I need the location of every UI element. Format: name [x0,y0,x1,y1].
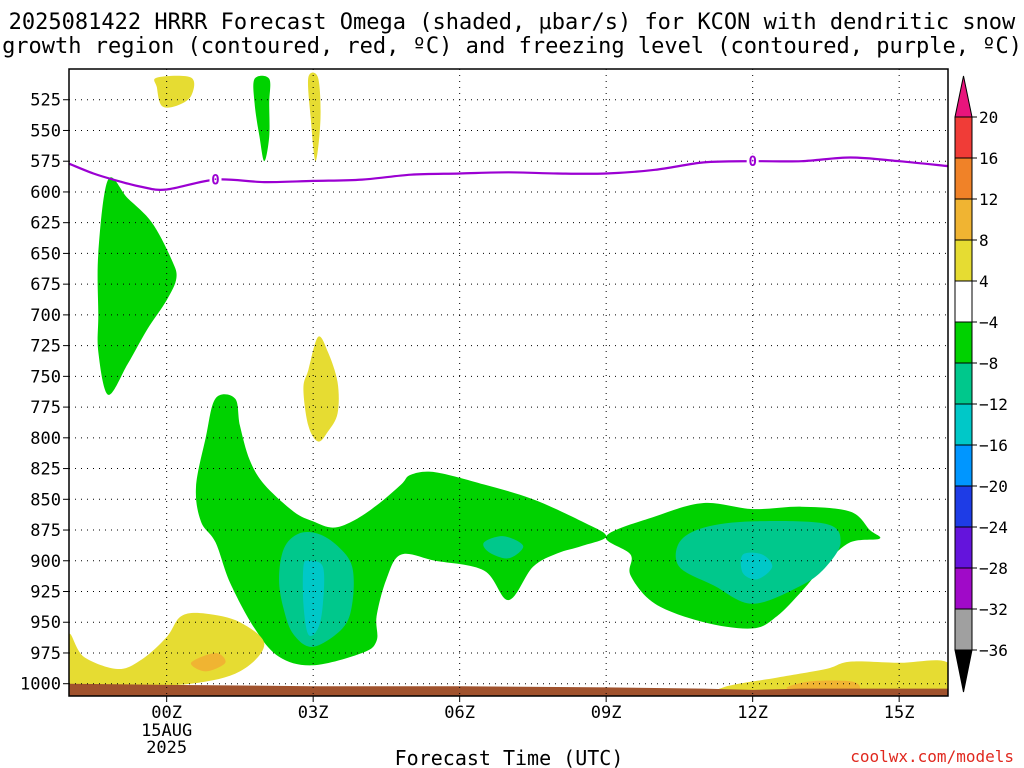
grid-layer [69,69,948,696]
x-tick-label: 09Z [591,703,622,723]
colorbar-box [954,567,973,610]
y-tick-label: 775 [30,398,61,418]
colorbar-box [954,198,973,241]
plot-area: 00 [69,69,948,696]
omega-region-7 [302,560,325,636]
colorbar-label: −4 [979,313,998,332]
colorbar-box [954,526,973,569]
x-axis-title: Forecast Time (UTC) [395,746,624,768]
y-tick-label: 850 [30,490,61,510]
freezing-level-label: 0 [748,154,756,170]
freezing-level-label-bg [746,153,759,170]
colorbar-bottom-arrow [954,649,973,693]
omega-region-9 [154,75,195,108]
colorbar-top-arrow [954,75,973,118]
terrain-layer [69,683,948,696]
colorbar-box [954,116,973,159]
colorbar-label: 8 [979,231,989,250]
freezing-level-line [69,156,948,191]
colorbar-label: −8 [979,354,998,373]
colorbar-box [954,362,973,405]
terrain-band [69,683,948,696]
colorbar-label: −12 [979,395,1008,414]
colorbar-label: −28 [979,559,1008,578]
colorbar-label: 20 [979,108,998,127]
chart-title-line-2: growth region (contoured, red, ºC) and f… [2,34,1022,59]
colorbar: 20 16 12 8 4 −4 −8 −12 −16 −20 −24 −28 −32 −36 [954,75,1008,693]
omega-region-14 [190,653,226,672]
colorbar-label: −32 [979,600,1008,619]
chart-title-line-1: 2025081422 HRRR Forecast Omega (shaded, … [9,10,1016,35]
y-tick-label: 825 [30,460,61,480]
y-tick-label: 875 [30,521,61,541]
freezing-level-layer: 00 [69,153,948,191]
y-tick-label: 725 [30,337,61,357]
freezing-level-label: 0 [211,173,219,189]
y-tick-label: 900 [30,552,61,572]
y-tick-label: 600 [30,183,61,203]
x-tick-label: 00Z [151,703,182,723]
colorbar-box [954,157,973,200]
colorbar-box [954,444,973,487]
y-tick-label: 925 [30,583,61,603]
y-tick-label: 700 [30,306,61,326]
omega-region-5 [483,536,524,559]
y-tick-label: 550 [30,121,61,141]
credit-text: coolwx.com/models [850,747,1014,766]
x-tick-sublabel: 2025 [146,738,187,758]
colorbar-label: 16 [979,149,998,168]
colorbar-box [954,321,973,364]
x-tick-sublabel: 15AUG [141,721,192,741]
y-tick-label: 800 [30,429,61,449]
x-tick-label: 06Z [444,703,475,723]
x-tick-label: 03Z [298,703,329,723]
colorbar-label: 4 [979,272,989,291]
colorbar-label: −16 [979,436,1008,455]
y-tick-label: 650 [30,244,61,264]
y-tick-label: 750 [30,367,61,387]
x-tick-label: 12Z [737,703,768,723]
y-tick-label: 975 [30,644,61,664]
y-tick-label: 1000 [20,675,61,695]
omega-region-1 [253,75,271,162]
omega-region-8 [740,552,773,580]
y-axis-ticks: 525 550 575 600 625 650 675 700 725 750 775 800 825 8… [20,91,69,695]
freezing-level-label-bg [209,171,222,188]
colorbar-label: −24 [979,518,1008,537]
y-tick-label: 525 [30,91,61,111]
colorbar-box [954,403,973,446]
colorbar-box [954,485,973,528]
y-tick-label: 675 [30,275,61,295]
y-tick-label: 575 [30,152,61,172]
omega-region-0 [97,177,177,395]
y-tick-label: 625 [30,214,61,234]
y-tick-label: 950 [30,613,61,633]
omega-region-11 [303,336,339,442]
colorbar-box [954,239,973,282]
colorbar-label: −20 [979,477,1008,496]
colorbar-box [954,280,973,323]
colorbar-label: 12 [979,190,998,209]
colorbar-label: −36 [979,641,1008,660]
plot-frame [68,68,949,697]
omega-region-13 [704,660,948,696]
omega-region-10 [307,72,321,162]
x-tick-label: 15Z [884,703,915,723]
colorbar-box [954,608,973,651]
